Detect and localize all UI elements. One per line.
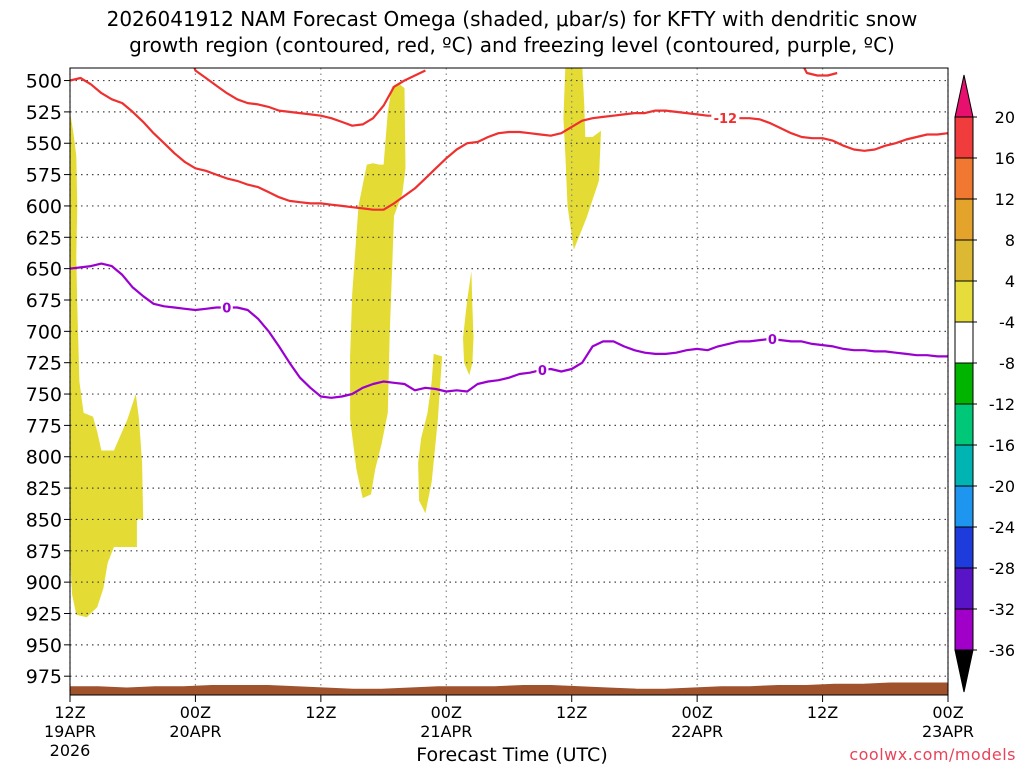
colorbar-top-arrow xyxy=(954,74,974,118)
ground-terrain xyxy=(70,682,948,695)
y-tick-label-700: 700 xyxy=(26,321,62,343)
y-tick-label-750: 750 xyxy=(26,384,62,406)
label-zero-3-bg xyxy=(766,330,779,347)
colorbar-box-13 xyxy=(954,608,974,651)
freezing-level-contour xyxy=(70,262,948,399)
omega-area-1 xyxy=(70,111,144,618)
title-line-2: growth region (contoured, red, ºC) and f… xyxy=(129,33,895,57)
label-minus12-bg xyxy=(711,110,740,127)
x-tick-label-84-1: 00Z xyxy=(932,703,963,722)
colorbar-box-11 xyxy=(954,526,974,569)
colorbar-bottom-arrow xyxy=(954,649,974,693)
colorbar: 20 16 12 8 4 -4 -8 -12 -16 -20 -24 -28 -32 -36 xyxy=(954,74,1015,693)
colorbar-label-9: -20 xyxy=(989,477,1015,496)
x-tick-label-84-2: 23APR xyxy=(922,722,974,741)
colorbar-label-3: 8 xyxy=(1005,231,1015,250)
dgz-upper-contour xyxy=(193,68,426,127)
colorbar-box-3 xyxy=(954,198,974,241)
label-zero-1: 0 xyxy=(222,302,231,317)
y-tick-label-600: 600 xyxy=(26,196,62,218)
colorbar-label-1: 16 xyxy=(995,149,1015,168)
colorbar-label-4: 4 xyxy=(1005,272,1015,291)
plot-frame xyxy=(69,67,949,696)
colorbar-label-10: -24 xyxy=(989,518,1015,537)
x-tick-label-60-2: 22APR xyxy=(671,722,723,741)
colorbar-box-6 xyxy=(954,321,974,364)
grid-layer xyxy=(69,68,949,695)
y-tick-label-950: 950 xyxy=(26,635,62,657)
colorbar-label-6: -8 xyxy=(999,354,1015,373)
y-tick-label-500: 500 xyxy=(26,71,62,93)
title-line-1: 2026041912 NAM Forecast Omega (shaded, μ… xyxy=(106,7,918,31)
x-axis-title: Forecast Time (UTC) xyxy=(416,744,608,766)
colorbar-box-1 xyxy=(954,116,974,159)
label-minus12: -12 xyxy=(714,112,738,127)
x-tick-label-0-2: 19APR xyxy=(44,722,96,741)
x-tick-label-12-2: 20APR xyxy=(169,722,221,741)
x-tick-label-24-1: 12Z xyxy=(305,703,336,722)
y-tick-label-525: 525 xyxy=(26,102,62,124)
y-tick-label-675: 675 xyxy=(26,290,62,312)
colorbar-box-9 xyxy=(954,444,974,487)
colorbar-box-8 xyxy=(954,403,974,446)
y-tick-label-925: 925 xyxy=(26,603,62,625)
y-tick-label-775: 775 xyxy=(26,415,62,437)
label-zero-2-bg xyxy=(536,362,549,379)
y-tick-label-975: 975 xyxy=(26,666,62,688)
colorbar-box-2 xyxy=(954,157,974,200)
x-tick-label-60-1: 00Z xyxy=(681,703,712,722)
colorbar-box-7 xyxy=(954,362,974,405)
colorbar-label-8: -16 xyxy=(989,436,1015,455)
colorbar-box-4 xyxy=(954,239,974,282)
colorbar-label-2: 12 xyxy=(995,190,1015,209)
y-tick-label-725: 725 xyxy=(26,353,62,375)
y-tick-label-650: 650 xyxy=(26,259,62,281)
colorbar-box-5 xyxy=(954,280,974,323)
colorbar-label-7: -12 xyxy=(989,395,1015,414)
x-tick-label-0-3: 2026 xyxy=(50,741,91,760)
colorbar-label-5: -4 xyxy=(999,313,1015,332)
dgz-top-contour xyxy=(70,76,948,211)
y-tick-label-875: 875 xyxy=(26,541,62,563)
y-axis: 500 525 550 575 600 625 650 675 700 725 750 775 800 8… xyxy=(26,71,70,688)
site-credit[interactable]: coolwx.com/models xyxy=(849,745,1016,764)
x-tick-label-0-1: 12Z xyxy=(54,703,85,722)
y-tick-label-825: 825 xyxy=(26,478,62,500)
omega-area-4 xyxy=(463,271,474,376)
label-zero-3: 0 xyxy=(768,333,777,348)
colorbar-label-13: -36 xyxy=(989,641,1015,660)
y-tick-label-850: 850 xyxy=(26,509,62,531)
x-tick-label-36-1: 00Z xyxy=(431,703,462,722)
omega-area-5 xyxy=(563,68,601,250)
dgz-corner-contour xyxy=(803,68,838,77)
colorbar-label-0: 20 xyxy=(995,108,1015,127)
x-tick-label-48-1: 12Z xyxy=(556,703,587,722)
x-tick-label-72-1: 12Z xyxy=(807,703,838,722)
x-tick-label-12-1: 00Z xyxy=(180,703,211,722)
x-tick-label-36-2: 21APR xyxy=(420,722,472,741)
y-tick-label-625: 625 xyxy=(26,227,62,249)
contour-label-layer: -12 0 0 0 xyxy=(220,110,779,379)
colorbar-box-12 xyxy=(954,567,974,610)
y-tick-label-550: 550 xyxy=(26,133,62,155)
omega-area-3 xyxy=(418,353,443,514)
y-tick-label-900: 900 xyxy=(26,572,62,594)
ground-layer xyxy=(70,682,948,695)
y-tick-label-575: 575 xyxy=(26,165,62,187)
y-tick-label-800: 800 xyxy=(26,447,62,469)
colorbar-label-12: -32 xyxy=(989,600,1015,619)
label-zero-1-bg xyxy=(220,299,233,316)
omega-area-2 xyxy=(350,83,406,499)
colorbar-label-11: -28 xyxy=(989,559,1015,578)
omega-fill-layer xyxy=(70,68,601,618)
chart-title: 2026041912 NAM Forecast Omega (shaded, μ… xyxy=(0,6,1024,58)
colorbar-box-10 xyxy=(954,485,974,528)
contour-layer xyxy=(70,68,948,399)
label-zero-2: 0 xyxy=(538,364,547,379)
